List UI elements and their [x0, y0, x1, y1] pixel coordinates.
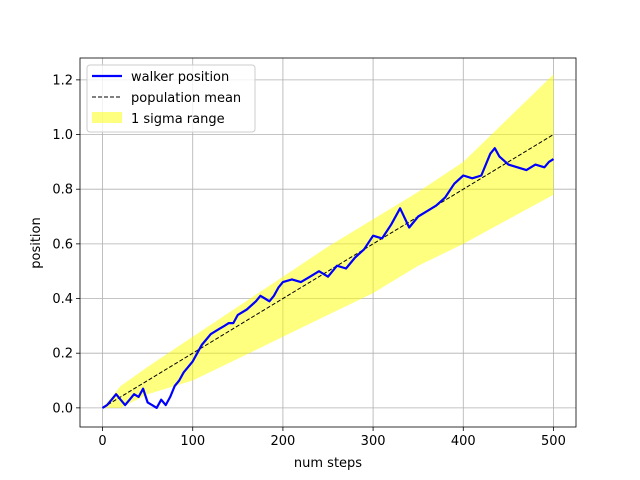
x-tick-label: 0 [98, 434, 106, 449]
x-tick-label: 300 [361, 434, 386, 449]
plot-frame [79, 57, 577, 428]
y-axis-label: position [29, 217, 44, 269]
y-tick-label: 1.0 [52, 128, 73, 143]
population-mean-line [102, 134, 554, 409]
sigma-band [102, 74, 554, 408]
lines-layer [101, 134, 555, 409]
x-tick-label: 100 [180, 434, 205, 449]
y-tick-label: 0.0 [52, 401, 73, 416]
y-tick-label: 0.8 [52, 183, 73, 198]
legend-swatch-sigma [92, 112, 122, 123]
legend-label-sigma: 1 sigma range [131, 112, 225, 127]
legend-label-mean: population mean [131, 91, 241, 106]
legend: walker position population mean 1 sigma … [86, 64, 256, 133]
y-tick-label: 0.2 [52, 347, 73, 362]
x-tick-label: 500 [541, 434, 566, 449]
walker-position-line [101, 147, 555, 409]
legend-label-walker: walker position [131, 70, 229, 85]
y-tick-label: 0.6 [52, 237, 73, 252]
x-axis-label: num steps [294, 456, 362, 471]
ticks: 0 100 200 300 400 500 0.0 0.2 0.4 0.6 0.8 1.0 1.2 [52, 73, 566, 449]
sigma-band-layer [102, 74, 554, 408]
x-tick-label: 200 [270, 434, 295, 449]
legend-box [86, 64, 256, 133]
y-tick-label: 0.4 [52, 292, 73, 307]
y-tick-label: 1.2 [52, 73, 73, 88]
x-tick-label: 400 [451, 434, 476, 449]
